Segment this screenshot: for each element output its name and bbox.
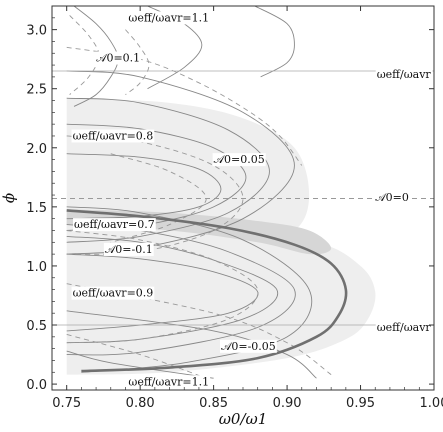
annotation-bg-6: [73, 218, 156, 232]
annotation-label-9: ωeff/ωavr: [377, 321, 432, 334]
series-solid-10: [66, 206, 313, 373]
series-dashed-20: [66, 334, 207, 379]
y-tick-label-5: 2.5: [26, 83, 47, 98]
y-axis-label: ϕ: [0, 193, 18, 203]
series-solid-8: [66, 235, 279, 344]
series-thick-24: [66, 209, 348, 373]
x-tick-label-0: 0.75: [52, 396, 81, 411]
annotation-bg-8: [71, 286, 155, 300]
annotation-bg-1: [95, 51, 142, 65]
series-dashed-19: [66, 283, 332, 376]
annotation-bg-3: [71, 129, 155, 143]
y-tick-label-2: 1.0: [26, 260, 47, 275]
annotation-group: ωeff/ωavr=1.1 𝒜0=0.1 ωeff/ωavr ωeff/ωavr=0.…: [71, 11, 433, 389]
annotation-bg-5: [374, 190, 410, 204]
y-tick-label-6: 3.0: [26, 24, 47, 39]
annotation-label-4: 𝒜0=0.05: [214, 153, 265, 166]
annotation-bg-0: [127, 11, 211, 25]
annotation-label-1: 𝒜0=0.1: [96, 52, 140, 65]
series-solid-12: [66, 350, 214, 379]
annotation-label-10: 𝒜0=-0.05: [221, 340, 276, 353]
x-tick-label-4: 0.95: [346, 396, 375, 411]
annotation-label-3: ωeff/ωavr=0.8: [73, 130, 154, 143]
series-solid-2: [254, 6, 295, 78]
series-dashed-13: [69, 15, 100, 95]
annotation-label-6: ωeff/ωavr=0.7: [74, 218, 155, 231]
annotation-bg-7: [103, 242, 154, 256]
annotation-label-5: 𝒜0=0: [375, 191, 409, 204]
series-dashed-15: [66, 46, 303, 166]
annotation-bg-2: [375, 68, 433, 82]
y-tick-label-3: 1.5: [26, 201, 47, 216]
series-solid-5: [66, 97, 270, 243]
annotation-label-0: ωeff/ωavr=1.1: [128, 11, 209, 24]
y-ticks: 0.0 0.5 1.0 1.5 2.0 2.5 3.0: [26, 17, 434, 393]
y-tick-label-4: 2.0: [26, 142, 47, 157]
x-tick-label-1: 0.80: [126, 396, 155, 411]
annotation-bg-11: [127, 375, 211, 389]
x-tick-label-3: 0.90: [273, 396, 302, 411]
annotation-label-7: 𝒜0=-0.1: [105, 243, 153, 256]
series-solid-11: [66, 310, 317, 379]
annotation-label-11: ωeff/ωavr=1.1: [128, 375, 209, 388]
annotation-label-2: ωeff/ωavr: [377, 68, 432, 81]
annotation-bg-9: [375, 320, 433, 334]
y-tick-label-0: 0.0: [26, 378, 47, 393]
x-tick-label-2: 0.85: [199, 396, 228, 411]
x-axis-label: ω0/ω1: [219, 410, 268, 428]
y-tick-label-1: 0.5: [26, 319, 47, 334]
series-dashed-18: [66, 230, 259, 344]
annotation-bg-10: [219, 339, 277, 353]
annotation-bg-4: [212, 153, 266, 167]
annotation-label-8: ωeff/ωavr=0.9: [73, 287, 154, 300]
x-ticks: 0.75 0.80 0.85 0.90 0.95 1.00: [52, 6, 443, 411]
x-tick-label-5: 1.00: [420, 396, 443, 411]
